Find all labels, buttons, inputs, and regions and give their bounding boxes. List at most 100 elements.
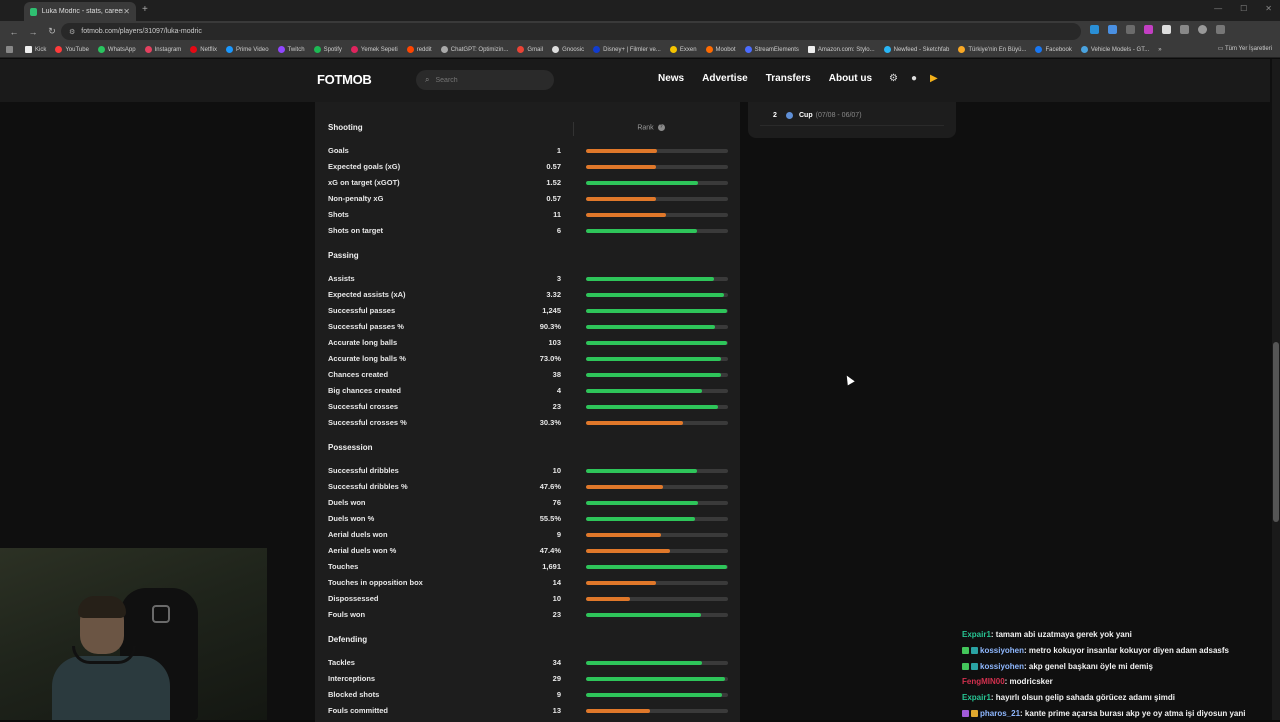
rank-bar-fill bbox=[586, 149, 657, 153]
stat-value: 30.3% bbox=[539, 418, 561, 427]
extension-icon[interactable] bbox=[1126, 25, 1135, 34]
new-tab-icon[interactable]: + bbox=[142, 4, 148, 15]
back-icon[interactable]: ← bbox=[9, 26, 19, 37]
bookmark-item[interactable]: YouTube bbox=[55, 46, 89, 53]
bookmark-item[interactable]: Facebook bbox=[1035, 46, 1072, 53]
chat-username: FengMIN00 bbox=[962, 677, 1005, 687]
all-bookmarks-button[interactable]: ▭ Tüm Yer İşaretleri bbox=[1217, 46, 1272, 52]
site-info-icon[interactable]: ⚙ bbox=[69, 28, 76, 36]
bookmark-item[interactable]: Vehicle Models - GT... bbox=[1080, 46, 1149, 53]
chat-username: Expair1 bbox=[962, 693, 991, 703]
bookmark-item[interactable]: Prime Video bbox=[225, 46, 269, 53]
rank-bar-track bbox=[586, 229, 728, 233]
nav-advertise[interactable]: Advertise bbox=[702, 73, 748, 84]
minimize-icon[interactable]: — bbox=[1214, 4, 1223, 13]
url-text: fotmob.com/players/31097/luka-modric bbox=[81, 28, 202, 35]
page-scrollbar[interactable] bbox=[1272, 59, 1280, 720]
stat-value: 1 bbox=[556, 146, 561, 155]
rank-bar-track bbox=[586, 469, 728, 473]
chat-username: Expair1 bbox=[962, 630, 991, 639]
stat-row: Interceptions 29 bbox=[328, 672, 728, 686]
bookmark-item[interactable]: Gnoosic bbox=[552, 46, 584, 53]
chat-text: : kante prime açarsa burası akp ye oy at… bbox=[1020, 708, 1246, 718]
stat-label: Fouls committed bbox=[328, 706, 389, 715]
reload-icon[interactable]: ↻ bbox=[48, 26, 56, 36]
stat-label: Expected goals (xG) bbox=[328, 162, 401, 171]
fotmob-logo[interactable]: FOTMOB bbox=[317, 72, 372, 87]
stat-value: 0.57 bbox=[546, 194, 561, 203]
extension-icon[interactable] bbox=[1090, 25, 1099, 34]
bookmark-item[interactable]: Gmail bbox=[517, 46, 543, 53]
bookmark-item[interactable]: StreamElements bbox=[744, 46, 799, 53]
bookmark-item[interactable]: ChatGPT: Optimizin... bbox=[440, 46, 508, 53]
address-bar[interactable]: ⚙ fotmob.com/players/31097/luka-modric bbox=[61, 23, 1081, 40]
extension-icon[interactable] bbox=[1108, 25, 1117, 34]
stat-value: 103 bbox=[548, 338, 561, 347]
extension-icon[interactable] bbox=[1162, 25, 1171, 34]
rank-bar-fill bbox=[586, 693, 723, 697]
chat-username: pharos_21 bbox=[980, 708, 1021, 718]
nav-news[interactable]: News bbox=[658, 73, 685, 84]
bookmark-item[interactable]: Newfeed - Sketchfab bbox=[883, 46, 949, 53]
bookmark-item[interactable]: Instagram bbox=[144, 46, 181, 53]
close-window-icon[interactable]: ✕ bbox=[1265, 4, 1272, 13]
search-box[interactable]: ⌕ bbox=[416, 70, 554, 90]
stat-value: 76 bbox=[552, 498, 561, 507]
rank-bar-fill bbox=[586, 325, 716, 329]
menu-icon[interactable] bbox=[1216, 25, 1225, 34]
stat-row: Aerial duels won % 47.4% bbox=[328, 544, 728, 558]
bookmark-item[interactable]: WhatsApp bbox=[97, 46, 136, 53]
nav-about-us[interactable]: About us bbox=[828, 73, 873, 84]
browser-tab-active[interactable]: Luka Modric - stats, career and ✕ bbox=[24, 2, 136, 21]
stat-row: Tackles 34 bbox=[328, 656, 728, 670]
google-play-icon[interactable]: ▶ bbox=[930, 73, 938, 84]
puzzle-icon[interactable] bbox=[1180, 25, 1189, 34]
bookmark-item[interactable]: Twitch bbox=[277, 46, 305, 53]
stat-row: Blocked shots 9 bbox=[328, 688, 728, 702]
stat-label: Big chances created bbox=[328, 386, 401, 395]
bookmark-item[interactable]: Spotify bbox=[313, 46, 342, 53]
rank-bar-track bbox=[586, 533, 728, 537]
bookmark-item[interactable]: reddit bbox=[406, 46, 432, 53]
bookmark-item[interactable]: Exxen bbox=[669, 46, 697, 53]
nav-transfers[interactable]: Transfers bbox=[765, 73, 811, 84]
section-title-possession: Possession bbox=[328, 443, 373, 452]
chat-text: : tamam abi uzatmaya gerek yok yani bbox=[990, 630, 1132, 639]
scrollbar-thumb[interactable] bbox=[1273, 342, 1279, 522]
rank-bar-fill bbox=[586, 213, 666, 217]
bookmarks-overflow-button[interactable]: » bbox=[1158, 46, 1162, 53]
stat-value: 47.4% bbox=[539, 546, 561, 555]
bookmark-item[interactable]: Kick bbox=[25, 46, 46, 53]
settings-gear-icon[interactable]: ⚙ bbox=[889, 73, 898, 84]
site-header: FOTMOB ⌕ News Advertise Transfers About … bbox=[0, 59, 1270, 102]
chat-badge-icon bbox=[962, 662, 969, 670]
apps-icon[interactable] bbox=[6, 46, 16, 53]
bookmark-item[interactable]: Türkiye'nin En Büyü... bbox=[958, 46, 1026, 53]
stat-row: Successful passes % 90.3% bbox=[328, 320, 728, 334]
info-icon[interactable]: ? bbox=[657, 124, 665, 131]
stat-value: 4 bbox=[556, 386, 561, 395]
bookmark-item[interactable]: Moobot bbox=[705, 46, 736, 53]
stat-row: Successful crosses % 30.3% bbox=[328, 416, 728, 430]
stat-label: Goals bbox=[328, 146, 349, 155]
stat-row: Shots 11 bbox=[328, 208, 728, 222]
apple-app-icon[interactable]: ● bbox=[910, 73, 918, 84]
chat-text: : akp genel başkanı öyle mi demiş bbox=[1024, 661, 1153, 671]
bookmark-item[interactable]: Disney+ | Filmler ve... bbox=[593, 46, 661, 53]
rank-bar-fill bbox=[586, 421, 683, 425]
rank-bar-track bbox=[586, 341, 728, 345]
extension-icon[interactable] bbox=[1144, 25, 1153, 34]
close-tab-icon[interactable]: ✕ bbox=[123, 7, 130, 16]
bookmark-item[interactable]: Amazon.com: Stylo... bbox=[807, 46, 875, 53]
bookmark-item[interactable]: Netflix bbox=[190, 46, 217, 53]
chat-badge-icon bbox=[962, 709, 969, 717]
rank-bar-track bbox=[586, 325, 728, 329]
profile-icon[interactable] bbox=[1198, 25, 1207, 34]
stat-value: 13 bbox=[552, 706, 561, 715]
bookmark-item[interactable]: Yemek Sepeti bbox=[350, 46, 398, 53]
search-input[interactable] bbox=[435, 76, 536, 84]
trophy-row[interactable]: 2 Cup (07/08 - 06/07) bbox=[760, 106, 944, 126]
rank-bar-track bbox=[586, 309, 728, 313]
maximize-icon[interactable]: ☐ bbox=[1240, 4, 1248, 13]
forward-icon[interactable]: → bbox=[28, 26, 38, 37]
